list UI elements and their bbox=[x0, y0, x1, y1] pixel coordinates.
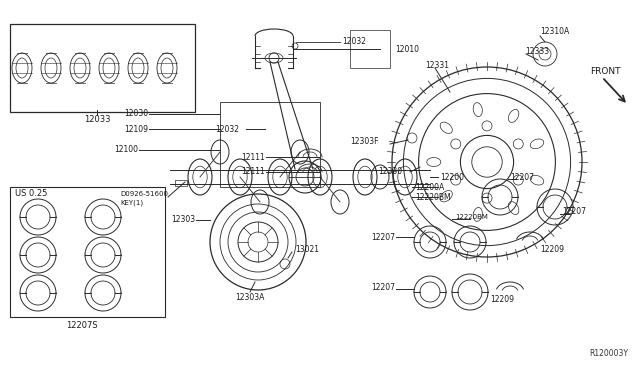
Text: 12207: 12207 bbox=[562, 208, 586, 217]
Text: 12207: 12207 bbox=[371, 282, 395, 292]
Bar bbox=[10, 24, 195, 112]
Text: 12303F: 12303F bbox=[350, 138, 378, 147]
Text: 12032: 12032 bbox=[215, 125, 239, 134]
Text: D0926-51600: D0926-51600 bbox=[120, 191, 168, 197]
Text: 12310A: 12310A bbox=[540, 28, 569, 36]
Text: 12303: 12303 bbox=[171, 215, 195, 224]
Bar bbox=[10, 187, 165, 317]
Text: 12109: 12109 bbox=[124, 125, 148, 134]
Text: 12330: 12330 bbox=[378, 167, 402, 176]
Bar bbox=[175, 180, 187, 186]
Bar bbox=[220, 102, 320, 187]
Text: 12033: 12033 bbox=[84, 115, 110, 125]
Text: 12220BM: 12220BM bbox=[455, 214, 488, 220]
Text: 12200: 12200 bbox=[440, 173, 464, 182]
Text: 12207: 12207 bbox=[510, 173, 534, 182]
Text: 12209: 12209 bbox=[490, 295, 514, 305]
Text: 12032: 12032 bbox=[342, 38, 366, 46]
Text: 12333: 12333 bbox=[525, 48, 549, 57]
Text: KEY(1): KEY(1) bbox=[120, 200, 143, 206]
Text: 12207S: 12207S bbox=[66, 321, 98, 330]
Text: 12209: 12209 bbox=[540, 246, 564, 254]
Text: 12111: 12111 bbox=[241, 153, 265, 161]
Text: 12030: 12030 bbox=[124, 109, 148, 119]
Text: 12100: 12100 bbox=[114, 145, 138, 154]
Text: 12331: 12331 bbox=[425, 61, 449, 70]
Text: FRONT: FRONT bbox=[590, 67, 621, 77]
Text: R120003Y: R120003Y bbox=[589, 350, 628, 359]
Bar bbox=[350, 30, 390, 68]
Text: 12207: 12207 bbox=[371, 232, 395, 241]
Text: 12220BM: 12220BM bbox=[415, 192, 451, 202]
Text: 12200A: 12200A bbox=[415, 183, 444, 192]
Text: 12303A: 12303A bbox=[235, 294, 264, 302]
Text: US 0.25: US 0.25 bbox=[15, 189, 47, 199]
Text: 13021: 13021 bbox=[295, 246, 319, 254]
Text: 12010: 12010 bbox=[395, 45, 419, 54]
Text: 12111: 12111 bbox=[241, 167, 265, 176]
